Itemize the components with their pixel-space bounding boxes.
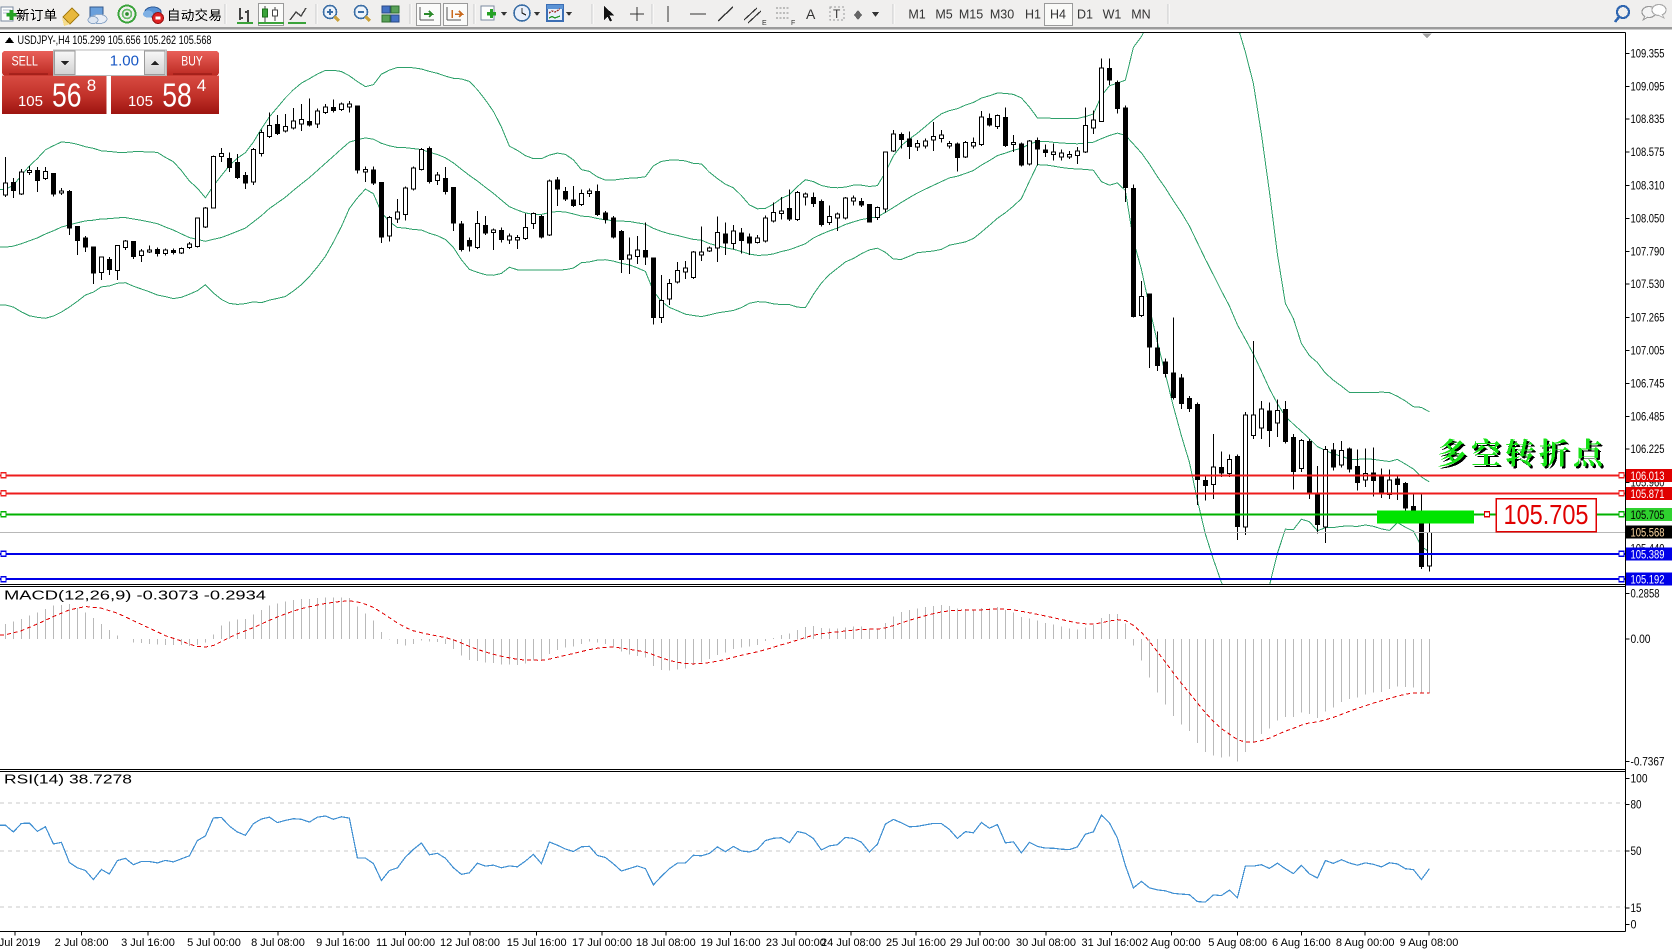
svg-text:H1: H1 <box>1025 8 1041 22</box>
svg-text:105.389: 105.389 <box>1631 549 1665 561</box>
svg-text:0: 0 <box>1631 919 1637 931</box>
svg-text:106.745: 106.745 <box>1631 378 1665 390</box>
svg-text:15: 15 <box>1631 903 1642 915</box>
svg-text:F: F <box>791 20 795 27</box>
svg-text:5 Jul 00:00: 5 Jul 00:00 <box>187 937 241 949</box>
svg-text:6 Aug 16:00: 6 Aug 16:00 <box>1272 937 1331 949</box>
svg-text:9 Jul 16:00: 9 Jul 16:00 <box>316 937 370 949</box>
svg-text:107.005: 107.005 <box>1631 346 1665 358</box>
svg-text:23 Jul 00:00: 23 Jul 00:00 <box>766 937 826 949</box>
svg-text:109.095: 109.095 <box>1631 81 1665 93</box>
svg-text:1.00: 1.00 <box>110 53 139 70</box>
svg-text:USDJPY-,H4 105.299 105.656 10: USDJPY-,H4 105.299 105.656 105.262 105.5… <box>18 33 212 47</box>
svg-text:18 Jul 08:00: 18 Jul 08:00 <box>636 937 696 949</box>
svg-text:109.355: 109.355 <box>1631 48 1665 60</box>
svg-text:105.705: 105.705 <box>1631 510 1665 522</box>
svg-text:T: T <box>833 7 841 21</box>
svg-text:1 Jul 2019: 1 Jul 2019 <box>0 937 40 949</box>
svg-text:107.790: 107.790 <box>1631 246 1665 258</box>
svg-text:12 Jul 08:00: 12 Jul 08:00 <box>440 937 500 949</box>
svg-text:108.835: 108.835 <box>1631 114 1665 126</box>
svg-text:M1: M1 <box>908 8 925 22</box>
svg-text:3 Jul 16:00: 3 Jul 16:00 <box>121 937 175 949</box>
svg-text:BUY: BUY <box>181 54 203 69</box>
svg-text:8: 8 <box>87 76 96 95</box>
svg-text:11 Jul 00:00: 11 Jul 00:00 <box>376 937 435 949</box>
svg-text:8 Aug 00:00: 8 Aug 00:00 <box>1336 937 1395 949</box>
svg-text:0.00: 0.00 <box>1631 634 1651 646</box>
svg-text:107.265: 107.265 <box>1631 313 1665 325</box>
svg-text:108.050: 108.050 <box>1631 213 1665 225</box>
svg-text:15 Jul 16:00: 15 Jul 16:00 <box>507 937 567 949</box>
svg-text:31 Jul 16:00: 31 Jul 16:00 <box>1082 937 1142 949</box>
svg-text:105.192: 105.192 <box>1631 575 1665 587</box>
svg-text:105: 105 <box>128 93 153 110</box>
svg-text:H4: H4 <box>1050 8 1066 22</box>
svg-text:9 Aug 08:00: 9 Aug 08:00 <box>1400 937 1459 949</box>
svg-text:100: 100 <box>1631 774 1648 786</box>
svg-text:E: E <box>762 20 767 27</box>
svg-text:25 Jul 16:00: 25 Jul 16:00 <box>886 937 946 949</box>
svg-text:4: 4 <box>197 76 206 95</box>
svg-text:108.575: 108.575 <box>1631 147 1665 159</box>
svg-text:MACD(12,26,9) -0.3073 -0.2934: MACD(12,26,9) -0.3073 -0.2934 <box>4 589 266 603</box>
svg-text:D1: D1 <box>1077 8 1093 22</box>
svg-text:80: 80 <box>1631 800 1642 812</box>
svg-text:106.225: 106.225 <box>1631 444 1665 456</box>
svg-text:SELL: SELL <box>11 54 38 69</box>
svg-text:M30: M30 <box>990 8 1014 22</box>
svg-text:50: 50 <box>1631 846 1642 858</box>
svg-text:W1: W1 <box>1103 8 1122 22</box>
svg-text:29 Jul 00:00: 29 Jul 00:00 <box>950 937 1010 949</box>
svg-text:17 Jul 00:00: 17 Jul 00:00 <box>572 937 632 949</box>
svg-text:105.871: 105.871 <box>1631 489 1665 501</box>
svg-text:5 Aug 08:00: 5 Aug 08:00 <box>1208 937 1267 949</box>
svg-text:107.530: 107.530 <box>1631 279 1665 291</box>
svg-text:108.310: 108.310 <box>1631 181 1665 193</box>
svg-text:2 Jul 08:00: 2 Jul 08:00 <box>55 937 109 949</box>
svg-text:106.485: 106.485 <box>1631 411 1665 423</box>
svg-text:105: 105 <box>18 93 43 110</box>
svg-text:106.013: 106.013 <box>1631 471 1665 483</box>
svg-text:-0.7367: -0.7367 <box>1631 757 1665 769</box>
svg-text:30 Jul 08:00: 30 Jul 08:00 <box>1016 937 1076 949</box>
svg-text:M15: M15 <box>959 8 983 22</box>
svg-text:2 Aug 00:00: 2 Aug 00:00 <box>1142 937 1201 949</box>
svg-text:0.2858: 0.2858 <box>1631 589 1660 601</box>
svg-text:56: 56 <box>52 77 82 114</box>
svg-text:A: A <box>806 6 816 22</box>
svg-text:105.568: 105.568 <box>1631 528 1665 540</box>
svg-text:8 Jul 08:00: 8 Jul 08:00 <box>251 937 305 949</box>
svg-text:RSI(14) 38.7278: RSI(14) 38.7278 <box>4 773 132 787</box>
svg-text:105.705: 105.705 <box>1504 499 1589 530</box>
svg-text:24 Jul 08:00: 24 Jul 08:00 <box>821 937 881 949</box>
svg-text:19 Jul 16:00: 19 Jul 16:00 <box>701 937 761 949</box>
svg-text:MN: MN <box>1131 8 1150 22</box>
svg-text:M5: M5 <box>935 8 952 22</box>
svg-text:58: 58 <box>162 77 192 114</box>
